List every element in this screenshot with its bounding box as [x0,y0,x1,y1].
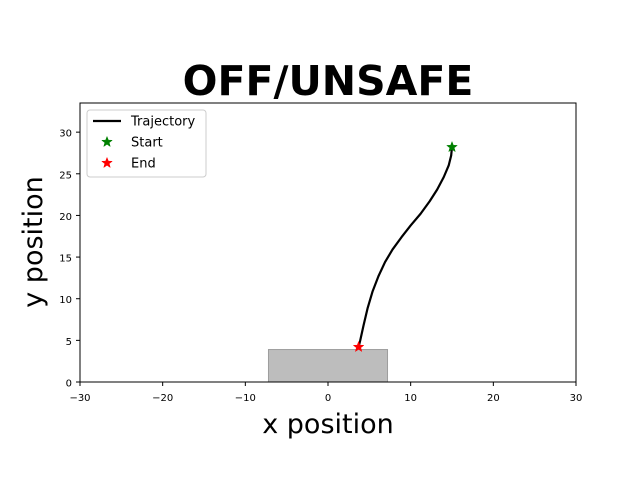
legend-label-start: Start [131,136,163,151]
y-tick: 20 [59,212,80,223]
legend: Trajectory Start End [86,109,207,178]
y-tick-label: 0 [66,379,72,390]
x-tick-label: 30 [570,393,583,404]
plot-area: −30 −20 −10 0 10 20 30 0 5 10 15 20 25 30 [59,102,583,404]
y-tick-label: 5 [66,337,72,348]
y-tick: 10 [59,295,80,306]
y-tick-label: 20 [59,212,72,223]
x-tick-label: −20 [152,393,173,404]
unsafe-region [267,349,389,383]
x-tick-label: −10 [235,393,256,404]
y-tick: 30 [59,129,80,140]
x-tick-label: −30 [69,393,90,404]
y-tick-label: 10 [59,295,72,306]
y-tick: 5 [66,337,80,348]
y-tick: 25 [59,170,80,181]
x-axis-label: x position [262,409,394,440]
start-legend-marker [101,135,113,148]
legend-label-trajectory: Trajectory [130,115,195,130]
chart-title: OFF/UNSAFE [183,57,474,105]
end-legend-marker [101,156,113,169]
y-tick: 0 [66,379,80,390]
x-tick: 0 [325,382,331,404]
x-tick: 30 [570,382,583,404]
x-tick-label: 10 [404,393,417,404]
x-tick: −10 [235,382,256,404]
trajectory-line [357,147,454,348]
legend-box [86,109,207,178]
x-tick: −20 [152,382,173,404]
start-marker [446,140,458,153]
x-tick-label: 0 [325,393,331,404]
y-tick-label: 15 [59,254,72,265]
y-tick-label: 25 [59,170,72,181]
end-marker [352,340,365,353]
legend-label-end: End [131,157,156,172]
x-tick: 20 [487,382,500,404]
x-tick: 10 [404,382,417,404]
y-axis-label: y position [18,176,49,308]
y-tick-label: 30 [59,129,72,140]
x-tick-label: 20 [487,393,500,404]
x-tick: −30 [69,382,91,404]
y-tick: 15 [59,254,80,265]
